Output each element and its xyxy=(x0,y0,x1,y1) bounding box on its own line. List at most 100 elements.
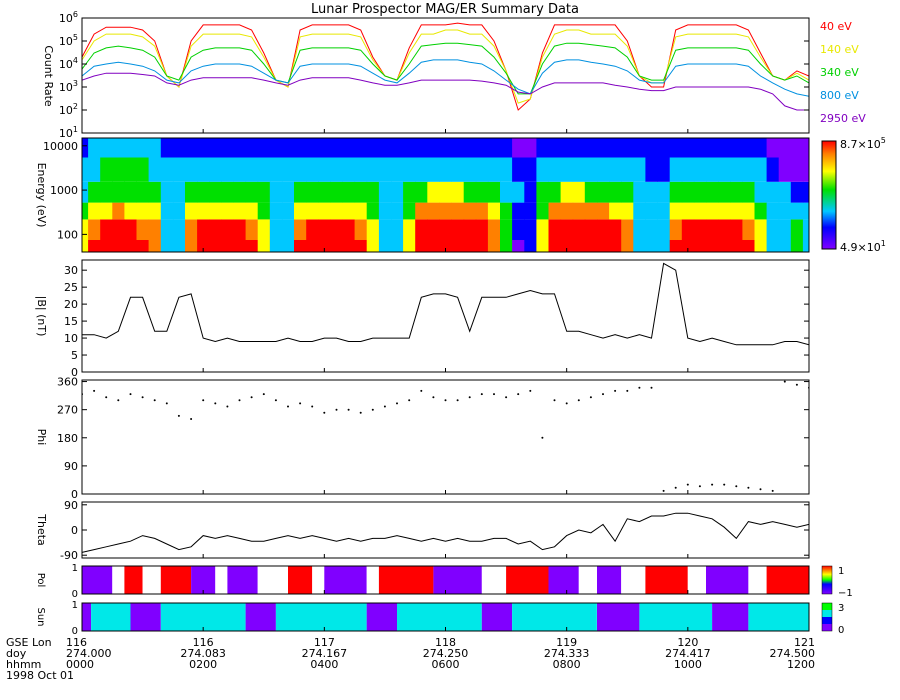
spectrogram-cell xyxy=(524,240,537,252)
count-rate-frame xyxy=(81,17,810,134)
spectrogram-cell xyxy=(633,157,646,182)
spectrogram-cell xyxy=(330,240,343,252)
spectrogram-cell xyxy=(136,138,150,158)
ytick-label: 106 xyxy=(59,10,78,25)
spectrogram-cell xyxy=(294,240,307,252)
segment-bar xyxy=(433,566,482,594)
spectrogram-cell xyxy=(391,240,404,252)
x-axis-labels: GSE Lon doy hhmm 1998 Oct 01 116274.0000… xyxy=(6,129,815,682)
pol-colorbar-bottom: −1 xyxy=(838,588,853,599)
phi-point xyxy=(262,393,265,396)
ytick-label: 0 xyxy=(72,626,78,637)
spectrogram-cell xyxy=(487,181,501,203)
spectrogram-cell xyxy=(790,181,804,203)
spectrogram-cell xyxy=(378,157,392,182)
spectrogram-cell xyxy=(82,181,89,203)
phi-point xyxy=(602,393,604,396)
spectrogram-cell xyxy=(572,138,586,158)
segment-bar xyxy=(397,603,482,631)
phi-point xyxy=(517,393,520,396)
spectrogram-cell xyxy=(378,240,392,252)
ytick-label: 102 xyxy=(59,102,78,117)
spectrogram-cell xyxy=(621,157,634,182)
spectrogram-cell xyxy=(475,219,489,240)
spectrogram-cell xyxy=(802,219,809,240)
spectrogram-cell xyxy=(148,240,162,252)
ytick-label: 180 xyxy=(57,432,78,445)
phi-point xyxy=(589,396,592,399)
segment-bar xyxy=(160,566,192,594)
spectrogram-cell xyxy=(124,138,137,158)
spectrogram-cell xyxy=(548,157,562,182)
spectrogram-cell xyxy=(693,157,707,182)
spectrogram-cell xyxy=(233,202,247,220)
phi-point xyxy=(577,399,580,402)
spectrogram-cell xyxy=(330,202,343,220)
spectrogram-cell xyxy=(500,157,513,182)
segment-bar xyxy=(324,566,367,594)
phi-point xyxy=(444,399,447,402)
spectrogram-cell xyxy=(487,138,501,158)
spectrogram-cell xyxy=(148,181,162,203)
spectrogram-cell xyxy=(100,181,113,203)
spectrogram-cell xyxy=(754,202,768,220)
spectrogram-cell xyxy=(257,181,271,203)
series-line-4 xyxy=(82,72,809,111)
spectrogram-cell xyxy=(209,157,222,182)
spectrogram-cell xyxy=(754,157,768,182)
spectrogram-cell xyxy=(427,202,440,220)
spectrogram-cell xyxy=(306,181,319,203)
segment-bar xyxy=(82,566,113,594)
spectrogram-cell xyxy=(172,138,186,158)
spectrogram-cell xyxy=(403,181,416,203)
segment-bar xyxy=(160,603,246,631)
xtick-doy-label: 274.250 xyxy=(423,647,469,660)
spectrogram-cell xyxy=(742,219,755,240)
spectrogram-cell xyxy=(706,157,719,182)
spectrogram-cell xyxy=(294,202,307,220)
spectrogram-cell xyxy=(354,157,368,182)
segment-bar xyxy=(512,603,597,631)
segment-bar xyxy=(597,603,640,631)
spectrogram-cell xyxy=(718,138,731,158)
spectrogram-cell xyxy=(645,219,658,240)
spectrogram-cell xyxy=(790,202,804,220)
spectrogram-cell xyxy=(330,157,343,182)
spectrogram-cell xyxy=(500,202,513,220)
spectrogram-cell xyxy=(512,240,525,252)
spectrogram-cell xyxy=(536,202,549,220)
spectrogram-cell xyxy=(584,138,598,158)
phi-point xyxy=(626,389,629,392)
phi-point xyxy=(311,405,314,408)
spectrogram-cell xyxy=(269,202,283,220)
spectrogram-cell xyxy=(778,138,792,158)
spectrogram-cell xyxy=(221,240,234,252)
spectrogram-cell xyxy=(560,138,574,158)
spectrogram-cell xyxy=(112,219,125,240)
spectrogram-cell xyxy=(766,138,780,158)
spectrogram-cell xyxy=(160,202,174,220)
spectrogram-cell xyxy=(487,157,501,182)
spectrogram-cell xyxy=(766,240,780,252)
spectrogram-cell xyxy=(281,219,295,240)
spectrogram-cell xyxy=(572,219,586,240)
spectrogram-cell xyxy=(136,181,150,203)
spectrogram-cell xyxy=(172,157,186,182)
spectrogram-cell xyxy=(560,181,574,203)
spectrogram-cell xyxy=(366,138,380,158)
spectrogram-cell xyxy=(366,202,380,220)
spectrogram-cell xyxy=(500,181,513,203)
xtick-doy-label: 274.167 xyxy=(302,647,348,660)
spectrogram-cell xyxy=(257,240,271,252)
spectrogram-cell xyxy=(378,202,392,220)
spectrogram-cell xyxy=(512,138,525,158)
spectrogram-cell xyxy=(88,157,101,182)
spectrogram-cell xyxy=(463,219,477,240)
spectrogram-cell xyxy=(512,181,525,203)
segment-bar xyxy=(578,566,597,594)
data-line xyxy=(82,512,809,553)
spectrogram-cell xyxy=(342,219,356,240)
spectrogram-cell xyxy=(172,240,186,252)
ytick-label: 270 xyxy=(57,404,78,417)
